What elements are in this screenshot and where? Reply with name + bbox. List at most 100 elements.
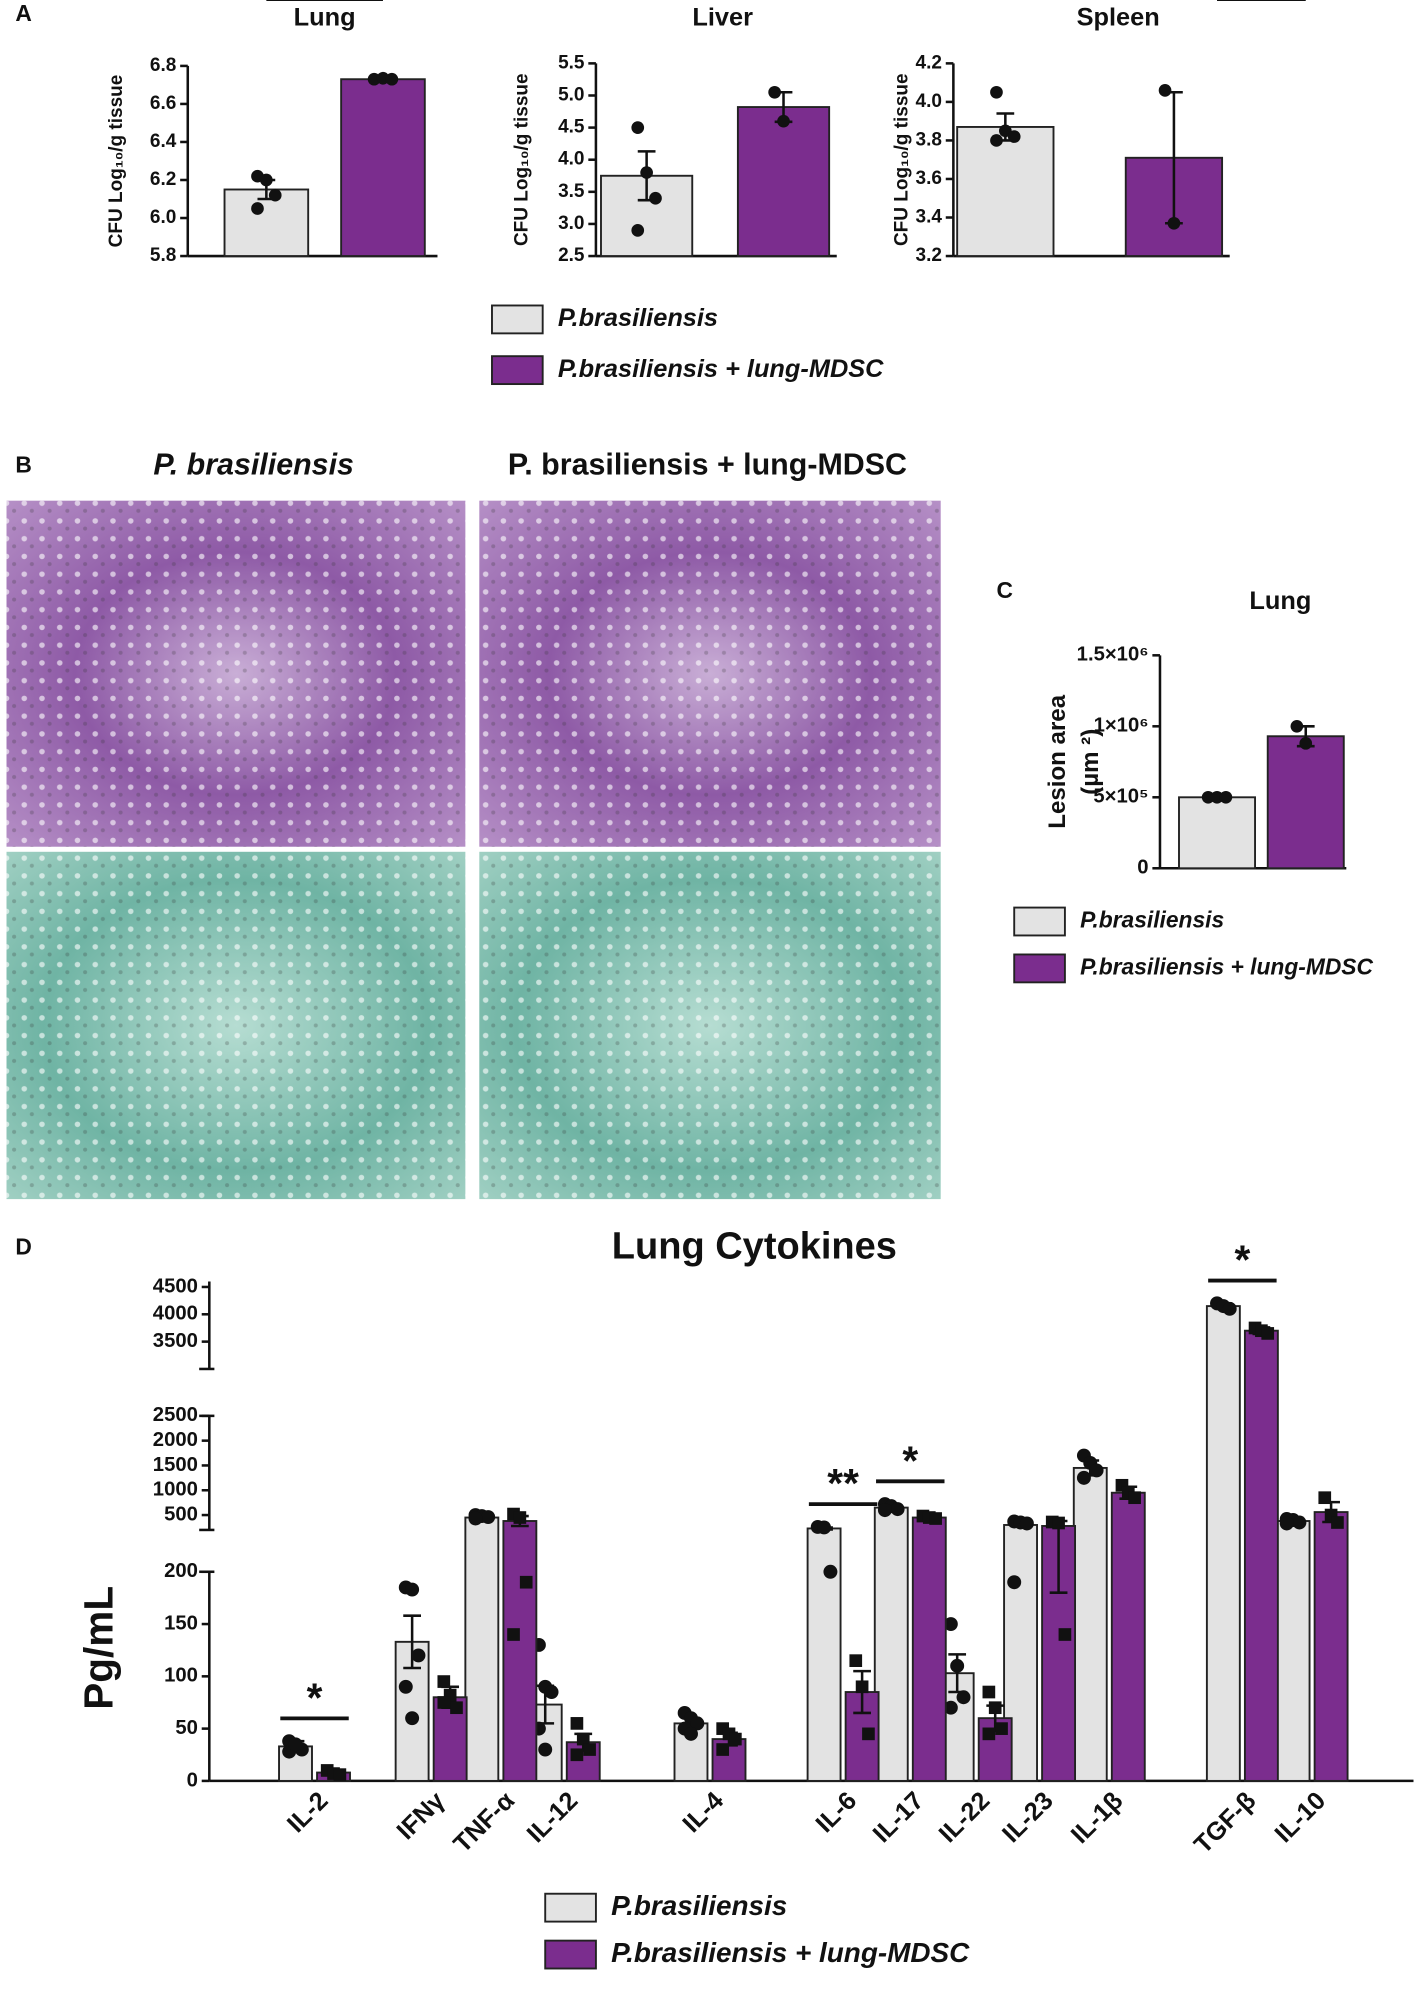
bar — [223, 188, 310, 257]
y-tick-label: 3.6 — [916, 168, 942, 189]
data-point — [631, 224, 645, 237]
data-point — [468, 1511, 483, 1526]
legend-label: P.brasiliensis — [1080, 907, 1224, 933]
panel-label: D — [15, 1234, 31, 1260]
legend-label: P.brasiliensis — [558, 304, 718, 332]
data-point — [260, 173, 273, 187]
x-tick-label: IL-1β — [1066, 1787, 1129, 1850]
data-point — [1128, 1491, 1141, 1505]
data-point — [481, 1510, 496, 1525]
panel-label: A — [15, 0, 31, 26]
micrograph-texture — [479, 500, 941, 847]
y-tick-label: 2.5 — [558, 245, 585, 266]
y-tick-label: 6.0 — [150, 207, 176, 228]
y-tick-label: 1000 — [153, 1479, 198, 1501]
data-point — [1058, 1628, 1072, 1641]
data-point — [950, 1658, 965, 1673]
legend-swatch — [491, 355, 544, 386]
data-point — [929, 1512, 942, 1525]
data-point — [385, 72, 399, 86]
data-point — [437, 1696, 451, 1709]
y-tick-label: 5.0 — [558, 85, 584, 106]
x-tick-label: IL-12 — [522, 1787, 584, 1849]
data-point — [817, 1520, 832, 1535]
data-point — [1331, 1516, 1344, 1529]
legend-swatch — [544, 1939, 597, 1970]
y-tick-label: 5.5 — [558, 52, 585, 73]
data-point — [1167, 216, 1181, 230]
y-tick-label: 0 — [187, 1769, 198, 1791]
legend-swatch — [1013, 953, 1066, 984]
bar — [1072, 1466, 1108, 1782]
data-point — [855, 1680, 869, 1694]
x-tick-label: TNF-α — [448, 1786, 520, 1858]
y-axis-label: (µm ²) — [1077, 729, 1104, 795]
y-tick-label: 1.5×10⁶ — [1077, 644, 1149, 666]
data-point — [1158, 84, 1172, 97]
bar — [1243, 1329, 1279, 1782]
legend-label: P.brasiliensis + lung-MDSC — [1080, 953, 1373, 979]
bar — [956, 126, 1055, 257]
bar — [1110, 1491, 1146, 1782]
y-tick-label: 4.0 — [916, 91, 942, 112]
y-tick-label: 5.8 — [150, 245, 176, 266]
micrograph-texture — [479, 851, 941, 1200]
chart-title: Lung — [1249, 587, 1311, 615]
data-point — [519, 1575, 533, 1589]
y-tick-label: 1×10⁶ — [1094, 715, 1149, 737]
bar — [1313, 1511, 1349, 1782]
x-tick-label: IL-10 — [1270, 1787, 1332, 1849]
data-point — [507, 1628, 520, 1641]
data-point — [1318, 1491, 1332, 1505]
data-point — [1219, 790, 1233, 804]
data-point — [570, 1717, 584, 1730]
data-point — [398, 1679, 413, 1694]
y-tick-label: 150 — [164, 1612, 198, 1634]
data-point — [513, 1511, 527, 1524]
x-tick-label: IL-4 — [677, 1787, 729, 1839]
y-tick-label: 3.2 — [916, 245, 942, 266]
y-tick-label: 6.2 — [150, 169, 176, 190]
data-point — [583, 1743, 596, 1756]
image-title: P. brasiliensis + lung-MDSC — [508, 447, 907, 481]
data-point — [437, 1675, 451, 1688]
micrograph-texture — [6, 500, 466, 847]
data-point — [1210, 790, 1224, 804]
chart-title: Spleen — [1077, 4, 1160, 32]
significance-label: ** — [1255, 0, 1268, 8]
bar — [1266, 735, 1345, 870]
y-tick-label: 2500 — [153, 1404, 198, 1426]
data-point — [768, 85, 781, 99]
data-point — [288, 1737, 303, 1752]
micrographs — [6, 500, 941, 1200]
data-point — [862, 1727, 875, 1741]
y-tick-label: 4000 — [153, 1303, 198, 1325]
data-point — [988, 1701, 1002, 1715]
data-point — [982, 1685, 996, 1699]
data-point — [1261, 1327, 1275, 1340]
data-point — [1089, 1463, 1104, 1478]
data-point — [251, 202, 264, 215]
data-point — [990, 85, 1003, 99]
micrograph-texture — [6, 851, 466, 1200]
legend-swatch — [1013, 906, 1066, 937]
x-tick-label: IFNγ — [392, 1787, 451, 1846]
data-point — [405, 1711, 420, 1726]
x-tick-label: IL-2 — [282, 1787, 334, 1839]
significance-label: ** — [318, 0, 331, 8]
x-tick-label: TGF-β — [1189, 1787, 1262, 1860]
data-point — [640, 166, 653, 179]
y-tick-label: 2000 — [153, 1429, 198, 1451]
significance-label: * — [902, 1437, 918, 1483]
bar — [873, 1506, 909, 1782]
y-tick-label: 3.4 — [916, 207, 943, 228]
y-axis-label: Pg/mL — [75, 1586, 121, 1710]
data-point — [1007, 130, 1021, 143]
y-tick-label: 5×10⁵ — [1093, 786, 1148, 808]
data-point — [1299, 737, 1313, 750]
legend-label: P.brasiliensis + lung-MDSC — [611, 1937, 970, 1968]
image-title: P. brasiliensis — [153, 447, 354, 481]
panel-label: C — [996, 577, 1012, 603]
data-point — [684, 1726, 698, 1741]
